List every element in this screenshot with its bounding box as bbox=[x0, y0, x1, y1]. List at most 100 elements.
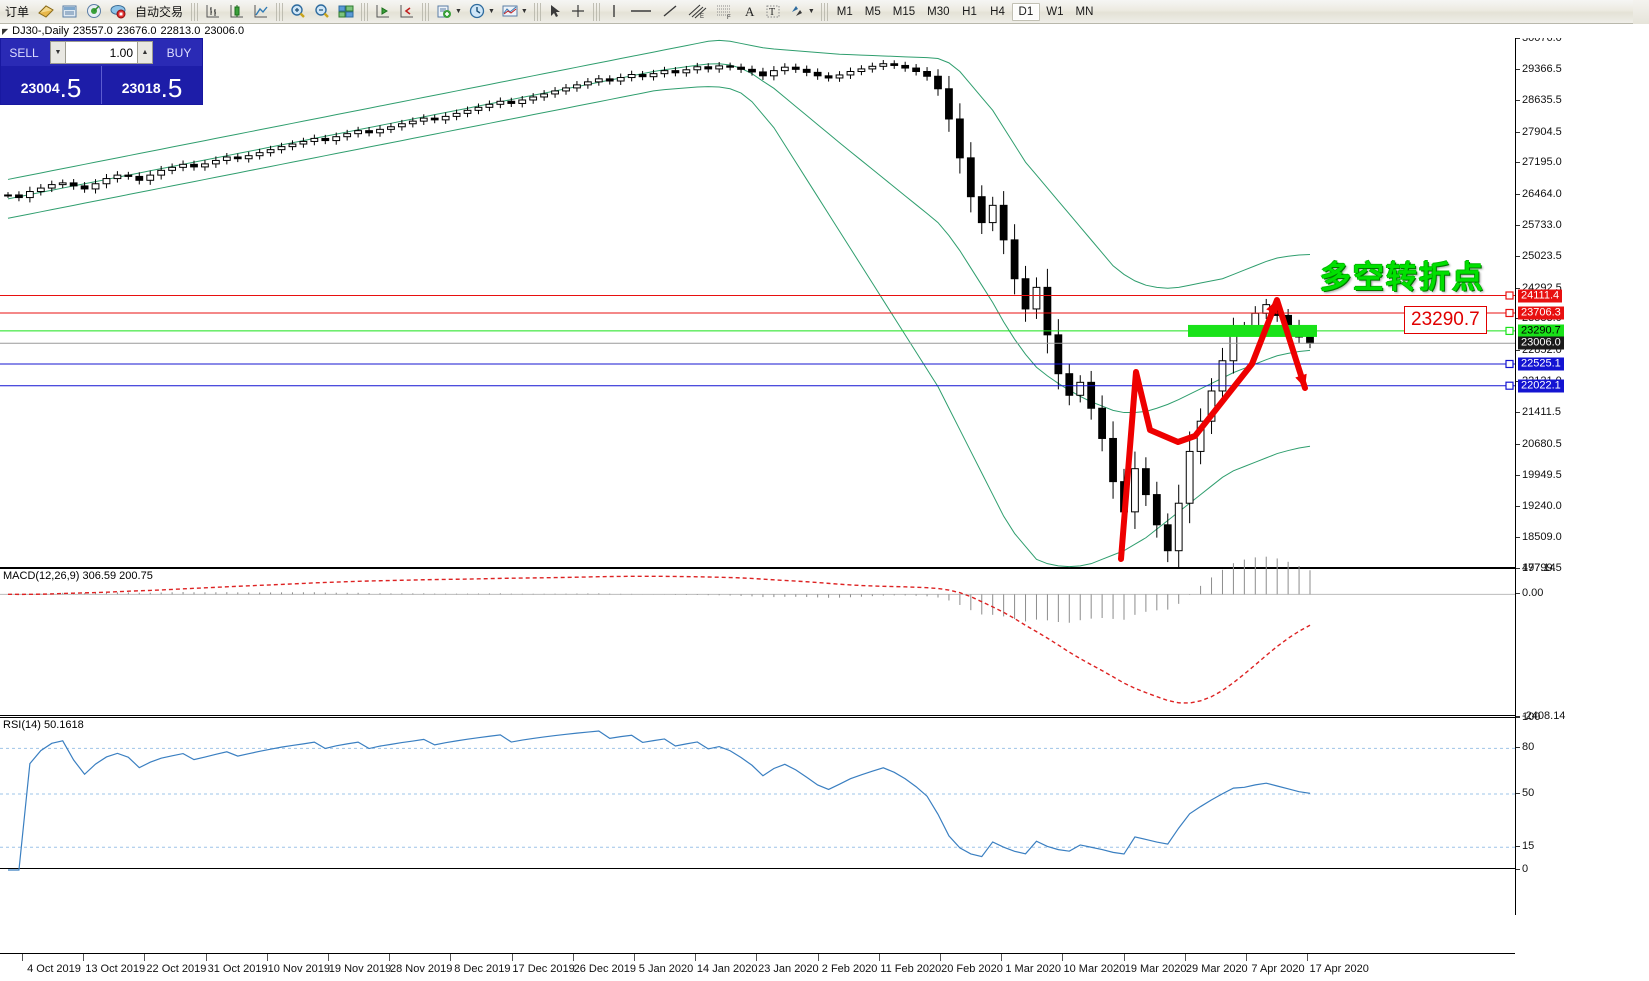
rsi-label: RSI(14) 50.1618 bbox=[1, 719, 86, 731]
timeframe-d1[interactable]: D1 bbox=[1011, 2, 1041, 21]
vertical-line-tool-icon[interactable] bbox=[603, 1, 625, 23]
period-clock-button[interactable]: ▼ bbox=[465, 1, 498, 23]
volume-down-icon[interactable]: ▼ bbox=[50, 41, 66, 64]
zoom-in-icon[interactable] bbox=[286, 1, 310, 23]
buy-button[interactable]: BUY bbox=[156, 39, 202, 66]
price-tag-blue[interactable]: 22525.1 bbox=[1518, 357, 1564, 371]
price-tag-red[interactable]: 23706.3 bbox=[1518, 306, 1564, 320]
timeframe-mn[interactable]: MN bbox=[1075, 5, 1094, 18]
date-label: 14 Jan 2020 bbox=[696, 963, 758, 975]
date-label: 19 Nov 2019 bbox=[328, 963, 392, 975]
crosshair-tool-icon[interactable] bbox=[566, 1, 590, 23]
toolbar-separator bbox=[592, 2, 600, 21]
volume-up-icon[interactable]: ▲ bbox=[137, 41, 153, 64]
date-tick bbox=[450, 954, 452, 961]
price-chart-svg bbox=[0, 39, 1515, 570]
bar-chart-icon[interactable] bbox=[201, 1, 225, 23]
new-order-icon[interactable] bbox=[34, 1, 58, 23]
date-tick bbox=[1001, 954, 1003, 961]
trend-arrow-head bbox=[1266, 300, 1278, 315]
date-tick bbox=[511, 954, 513, 961]
timeframe-h1[interactable]: H1 bbox=[962, 5, 977, 18]
price-tag-green[interactable]: 23290.7 bbox=[1518, 324, 1564, 338]
volume-stepper[interactable]: ▼ 1.00 ▲ bbox=[47, 39, 156, 66]
autotrade-button[interactable]: 自动交易 bbox=[135, 5, 184, 19]
price-tick: 27195.0 bbox=[1516, 156, 1562, 168]
main-toolbar[interactable]: 订单 自动交易 ▼ bbox=[0, 0, 1649, 24]
rsi-tick: 0 bbox=[1516, 863, 1528, 875]
data-window-icon[interactable] bbox=[58, 1, 82, 23]
ohlc-open: 23557.0 bbox=[73, 25, 113, 37]
date-tick bbox=[22, 954, 23, 961]
price-tick: 29366.5 bbox=[1516, 63, 1562, 75]
symbol-period-label: DJ30-,Daily bbox=[12, 25, 70, 37]
date-label: 22 Oct 2019 bbox=[146, 963, 207, 975]
sell-button[interactable]: SELL bbox=[1, 39, 47, 66]
trendline-tool-icon[interactable] bbox=[657, 1, 683, 23]
price-tick: 25023.5 bbox=[1516, 250, 1562, 262]
text-tool-icon[interactable]: A bbox=[739, 1, 761, 23]
tile-windows-icon[interactable] bbox=[334, 1, 358, 23]
candlestick-chart-icon[interactable] bbox=[225, 1, 249, 23]
timeframe-h4[interactable]: H4 bbox=[990, 5, 1005, 18]
cursor-tool-icon[interactable] bbox=[544, 1, 566, 23]
chart-symbol-line: ◤ DJ30-,Daily 23557.0 23676.0 22813.0 23… bbox=[0, 24, 1649, 38]
price-panel[interactable] bbox=[0, 38, 1515, 570]
timeframe-m1[interactable]: M1 bbox=[836, 5, 853, 18]
date-label: 5 Jan 2020 bbox=[638, 963, 694, 975]
collapse-icon[interactable]: ◤ bbox=[2, 26, 9, 36]
date-axis: 4 Oct 2019 13 Oct 2019 22 Oct 2019 31 Oct 2… bbox=[0, 953, 1515, 981]
order-label[interactable]: 订单 bbox=[5, 5, 30, 19]
date-label: 31 Oct 2019 bbox=[207, 963, 268, 975]
shift-chart-icon[interactable] bbox=[371, 1, 395, 23]
price-scale[interactable]: 30076.0 29366.5 28635.5 27904.5 27195.0 26464… bbox=[1515, 32, 1649, 915]
chevron-down-icon[interactable]: ▼ bbox=[807, 8, 815, 15]
ohlc-close: 23006.0 bbox=[204, 25, 245, 37]
order-panel-top[interactable]: SELL ▼ 1.00 ▲ BUY bbox=[1, 39, 202, 66]
buy-price[interactable]: 23018 .5 bbox=[102, 66, 202, 104]
turning-point-annotation: 多空转折点 bbox=[1320, 260, 1485, 296]
templates-button[interactable]: ▼ bbox=[498, 1, 531, 23]
toolbar-separator bbox=[820, 2, 828, 21]
one-click-trading-panel[interactable]: SELL ▼ 1.00 ▲ BUY 23004 .5 23018 .5 bbox=[0, 38, 203, 105]
price-tag-red[interactable]: 24111.4 bbox=[1518, 289, 1563, 302]
timeframe-m30[interactable]: M30 bbox=[927, 5, 950, 18]
date-label: 26 Dec 2019 bbox=[573, 963, 636, 975]
text-label-tool-icon[interactable]: T bbox=[761, 1, 785, 23]
svg-text:E: E bbox=[700, 14, 704, 20]
equidistant-channel-tool-icon[interactable]: E bbox=[683, 1, 711, 23]
rsi-panel[interactable]: RSI(14) 50.1618 bbox=[0, 717, 1515, 871]
auto-scroll-icon[interactable] bbox=[395, 1, 419, 23]
sell-price[interactable]: 23004 .5 bbox=[1, 66, 101, 104]
svg-text:T: T bbox=[769, 7, 775, 18]
timeframe-m15[interactable]: M15 bbox=[892, 5, 916, 18]
horizontal-line-tool-icon[interactable] bbox=[625, 1, 657, 23]
chevron-down-icon[interactable]: ▼ bbox=[455, 8, 462, 15]
line-chart-icon[interactable] bbox=[249, 1, 273, 23]
price-tag-black[interactable]: 23006.0 bbox=[1518, 336, 1564, 350]
add-indicator-button[interactable]: ▼ bbox=[432, 1, 465, 23]
sell-price-integer: 23004 bbox=[20, 80, 60, 96]
timeframe-m5[interactable]: M5 bbox=[864, 5, 881, 18]
chevron-down-icon[interactable]: ▼ bbox=[520, 8, 528, 15]
zoom-out-icon[interactable] bbox=[310, 1, 334, 23]
chevron-down-icon[interactable]: ▼ bbox=[487, 8, 495, 15]
price-tag-blue[interactable]: 22022.1 bbox=[1518, 379, 1564, 393]
toolbar-separator bbox=[533, 2, 541, 21]
price-tick: 26464.0 bbox=[1516, 188, 1562, 200]
navigator-icon[interactable] bbox=[82, 1, 106, 23]
arrows-tool-button[interactable]: ▼ bbox=[785, 1, 818, 23]
date-label: 13 Oct 2019 bbox=[85, 963, 146, 975]
macd-tick: 0.00 bbox=[1516, 587, 1543, 599]
macd-panel[interactable]: MACD(12,26,9) 306.59 200.75 bbox=[0, 556, 1515, 716]
price-tick: 27904.5 bbox=[1516, 126, 1562, 138]
market-icon[interactable] bbox=[106, 1, 130, 23]
rsi-tick: 80 bbox=[1516, 741, 1534, 753]
ohlc-low: 22813.0 bbox=[160, 25, 201, 37]
macd-tick: 497.14 bbox=[1516, 562, 1556, 574]
volume-input[interactable]: 1.00 bbox=[66, 41, 137, 64]
date-tick bbox=[83, 954, 85, 961]
chart-area[interactable]: MACD(12,26,9) 306.59 200.75 RSI(14) 50.1… bbox=[0, 38, 1515, 981]
fibonacci-tool-icon[interactable]: F bbox=[711, 1, 739, 23]
timeframe-w1[interactable]: W1 bbox=[1046, 5, 1064, 18]
